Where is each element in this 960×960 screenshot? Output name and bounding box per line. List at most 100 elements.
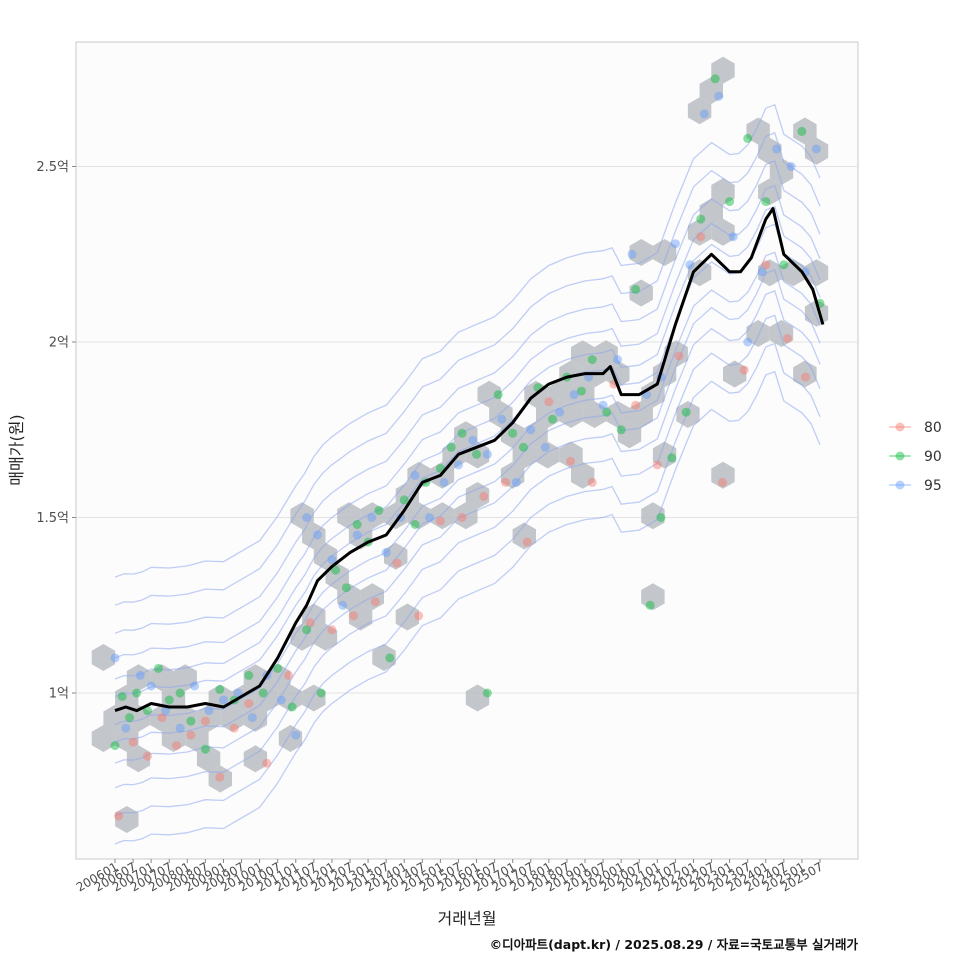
legend-key-point — [895, 422, 905, 432]
density-contour — [114, 342, 821, 817]
data-point-95 — [233, 688, 243, 698]
data-point-80 — [674, 351, 684, 361]
legend-label: 80 — [924, 420, 942, 436]
data-point-95 — [454, 460, 463, 470]
hexbin-cell — [652, 441, 677, 469]
data-point-95 — [743, 337, 753, 347]
data-point-95 — [714, 91, 724, 101]
data-point-80 — [801, 372, 810, 382]
hexbin-cell — [687, 97, 712, 125]
data-point-90 — [587, 355, 597, 365]
data-point-90 — [797, 126, 807, 136]
hexbin-cell — [594, 340, 618, 368]
data-point-80 — [652, 460, 662, 470]
hexbin-cell — [196, 745, 221, 773]
data-point-95 — [468, 435, 478, 445]
data-point-95 — [247, 713, 257, 723]
data-point-90 — [696, 214, 706, 224]
data-point-80 — [544, 397, 554, 407]
hexbin-cell — [571, 380, 595, 408]
hexbin-cell — [606, 401, 630, 428]
data-point-90 — [457, 428, 467, 438]
data-point-95 — [685, 260, 695, 270]
data-point-95 — [569, 390, 579, 400]
data-point-95 — [338, 600, 348, 610]
data-point-95 — [772, 144, 782, 154]
hexbin-cell — [641, 583, 665, 611]
hexbin-cell — [115, 684, 139, 712]
data-point-90 — [215, 685, 225, 694]
data-point-80 — [215, 772, 225, 782]
data-point-90 — [399, 495, 409, 505]
data-point-80 — [114, 811, 124, 821]
data-point-90 — [164, 695, 174, 705]
data-point-95 — [219, 695, 228, 705]
hexbin-cell — [746, 320, 770, 347]
hexbin-cell — [711, 461, 735, 489]
data-point-80 — [522, 537, 532, 547]
hexbin-cell — [571, 340, 595, 368]
data-point-90 — [779, 260, 789, 270]
density-contour — [114, 314, 821, 789]
data-point-95 — [352, 530, 362, 540]
data-point-80 — [783, 334, 792, 343]
density-contour — [114, 223, 821, 698]
data-point-80 — [631, 400, 641, 410]
data-point-95 — [425, 513, 434, 522]
hexbin-cell — [699, 198, 723, 226]
data-point-95 — [146, 681, 156, 691]
hexbin-cell — [711, 56, 735, 84]
hexbin-cell — [781, 259, 805, 287]
hexbin-cell — [512, 441, 536, 469]
hexbin-cell — [150, 664, 174, 692]
data-point-90 — [410, 520, 420, 529]
hexbin-cell — [290, 623, 314, 651]
data-point-90 — [519, 442, 528, 452]
legend-label: 90 — [924, 449, 942, 465]
data-point-95 — [135, 670, 145, 680]
hexbin-cell — [91, 725, 116, 752]
data-point-90 — [548, 414, 557, 424]
data-point-95 — [327, 555, 337, 565]
data-point-95 — [699, 109, 709, 119]
data-point-95 — [410, 470, 420, 480]
legend-key-point — [895, 451, 905, 461]
hexbin-cell — [126, 664, 151, 692]
trend-line — [114, 207, 825, 713]
data-point-80 — [157, 713, 167, 723]
data-point-80 — [143, 751, 152, 761]
data-point-90 — [287, 702, 297, 712]
data-point-90 — [110, 741, 120, 751]
data-point-95 — [313, 530, 322, 540]
hexbin-cell — [313, 542, 338, 570]
hexbin-cell — [372, 644, 396, 671]
data-point-95 — [728, 232, 738, 242]
data-point-90 — [616, 425, 626, 435]
density-contour — [114, 290, 821, 764]
hexbin-cell — [547, 380, 571, 408]
hexbin-cell — [173, 704, 197, 732]
data-point-80 — [717, 477, 727, 487]
hexbin-cell — [196, 704, 221, 732]
hexbin-cell — [150, 704, 174, 732]
data-point-90 — [385, 653, 395, 663]
hexbin-cell — [641, 502, 665, 530]
hexbin-cell — [571, 461, 595, 489]
data-point-80 — [696, 232, 706, 242]
data-point-90 — [667, 453, 677, 463]
data-point-90 — [186, 716, 196, 726]
data-point-95 — [786, 162, 796, 171]
hexbin-cell — [255, 684, 279, 712]
hexbin-cell — [559, 360, 583, 388]
data-point-95 — [110, 653, 120, 663]
density-contour — [114, 132, 821, 606]
data-point-90 — [273, 663, 283, 673]
data-point-95 — [161, 706, 171, 716]
hexbin-cell — [278, 725, 303, 752]
data-point-95 — [302, 513, 312, 522]
hexbin-cell — [758, 178, 782, 206]
density-contours — [114, 103, 821, 845]
data-point-80 — [370, 597, 380, 607]
trend-line-layer — [114, 207, 825, 713]
